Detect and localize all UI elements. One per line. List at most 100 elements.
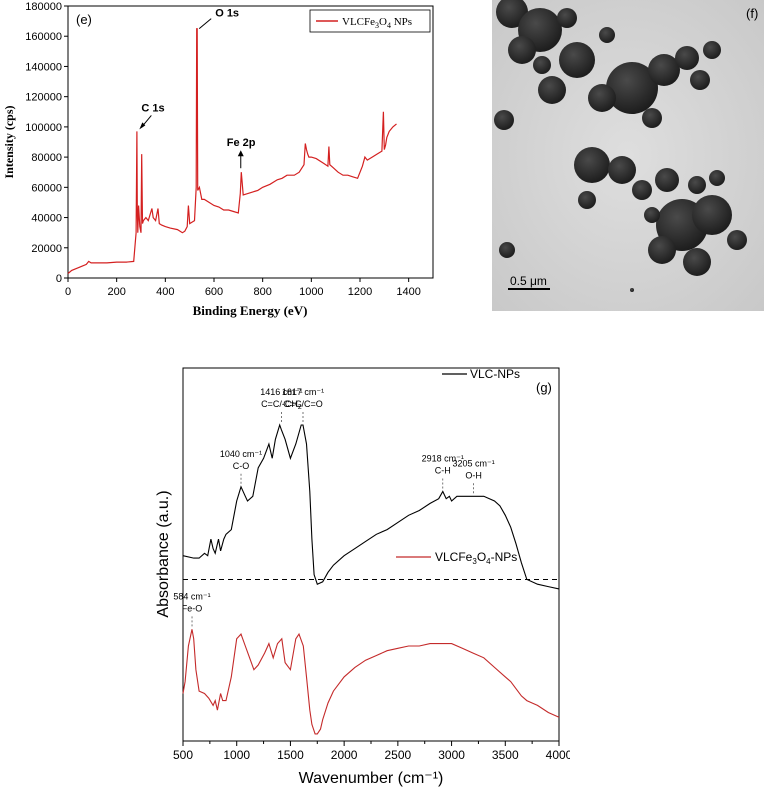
particle	[683, 248, 711, 276]
xps-x-tick-label: 1400	[396, 286, 420, 298]
ftir-vlc-spectrum-line	[182, 423, 560, 590]
xps-y-tick-label: 140000	[25, 61, 62, 73]
particle	[494, 110, 514, 130]
ftir-legend-label-vlc: VLC-NPs	[470, 367, 520, 381]
xps-chart: 0 20000 40000 60000 80000 100000 120000 140000 1…	[2, 1, 434, 318]
ftir-fe3o4-spectrum-line	[182, 629, 560, 735]
xps-y-tick-label: 80000	[31, 152, 62, 164]
particle	[690, 70, 710, 90]
xps-x-tick-label: 400	[156, 286, 174, 298]
particle	[533, 56, 551, 74]
xps-annotation-label: Fe 2p	[227, 137, 256, 149]
xps-legend-label: VLCFe3O4 NPs	[342, 16, 412, 30]
xps-legend: VLCFe3O4 NPs	[309, 9, 431, 33]
xps-y-tick-label: 40000	[31, 213, 62, 225]
particle	[648, 54, 680, 86]
xps-x-tick-label: 200	[107, 286, 125, 298]
ftir-peak-annotations: 1040 cm⁻¹ C-O 1416 cm⁻¹ C=C/-CH2 1617 cm⁻¹ C=…	[173, 387, 495, 627]
xps-y-tick-label: 160000	[25, 31, 62, 43]
xps-x-tick-label: 0	[65, 286, 71, 298]
particle	[703, 41, 721, 59]
xps-y-tick-label: 100000	[25, 122, 62, 134]
ftir-annotation-assignment: C-O	[233, 461, 250, 471]
xps-annotations: C 1s O 1s Fe 2p	[139, 8, 256, 169]
xps-annotation-label: O 1s	[215, 8, 239, 20]
ftir-x-tick-label: 1500	[277, 748, 304, 762]
xps-annotation-arrowhead	[139, 122, 146, 130]
xps-x-tick-label: 600	[205, 286, 223, 298]
particle	[655, 168, 679, 192]
particle	[574, 147, 610, 183]
xps-x-axis-label: Binding Energy (eV)	[193, 303, 308, 318]
ftir-x-axis-label: Wavenumber (cm⁻¹)	[299, 770, 444, 787]
ftir-x-tick-label: 2000	[331, 748, 358, 762]
xps-annotation-arrow	[198, 18, 212, 30]
tem-image: (f) 0.5 μm	[492, 0, 764, 311]
ftir-x-tick-label: 2500	[385, 748, 412, 762]
ftir-annotation-assignment: C=C/C=O	[283, 399, 323, 409]
ftir-annotation-assignment: O-H	[465, 470, 482, 480]
ftir-x-ticks: 500 1000 1500 2000 2500 3000 3500 4000	[173, 741, 570, 762]
tem-nanoparticles	[494, 0, 747, 292]
ftir-chart: 500 1000 1500 2000 2500 3000 3500 4000 1040 cm⁻…	[155, 367, 570, 787]
xps-x-tick-label: 800	[253, 286, 271, 298]
ftir-legend: VLC-NPs VLCFe3O4-NPs	[396, 367, 520, 566]
particle	[608, 156, 636, 184]
xps-y-tick-label: 180000	[25, 1, 62, 13]
particle	[606, 62, 658, 114]
xps-y-tick-label: 0	[56, 273, 62, 285]
ftir-annotation-assignment: C-H	[435, 466, 451, 476]
particle	[644, 207, 660, 223]
particle	[630, 288, 634, 292]
particle	[499, 242, 515, 258]
ftir-annotation-wavenumber: 1416 cm⁻¹	[260, 387, 302, 397]
xps-y-tick-label: 60000	[31, 182, 62, 194]
ftir-annotation-wavenumber: 1040 cm⁻¹	[220, 449, 262, 459]
ftir-series-group	[182, 423, 560, 735]
ftir-x-tick-label: 3000	[438, 748, 465, 762]
xps-annotation-label: C 1s	[141, 102, 164, 114]
xps-legend-box	[309, 9, 431, 33]
ftir-annotation-assignment: Fe-O	[182, 603, 203, 613]
particle	[688, 176, 706, 194]
xps-y-axis-label: Intensity (cps)	[2, 105, 16, 178]
particle	[578, 191, 596, 209]
ftir-annotation-wavenumber: 3205 cm⁻¹	[452, 458, 494, 468]
xps-x-tick-label: 1000	[299, 286, 323, 298]
particle	[642, 108, 662, 128]
ftir-x-tick-label: 4000	[546, 748, 570, 762]
xps-panel-label: (e)	[76, 12, 92, 27]
particle	[675, 46, 699, 70]
particle	[557, 8, 577, 28]
xps-y-tick-label: 20000	[31, 243, 62, 255]
particle	[588, 84, 616, 112]
ftir-panel-label: (g)	[536, 380, 552, 395]
xps-x-tick-label: 1200	[348, 286, 372, 298]
ftir-annotation-wavenumber: 1617 cm⁻¹	[282, 387, 324, 397]
ftir-x-tick-label: 1000	[223, 748, 250, 762]
xps-spectrum-line	[67, 28, 397, 274]
xps-y-ticks: 0 20000 40000 60000 80000 100000 120000 140000 1…	[25, 1, 68, 285]
ftir-legend-label-fe: VLCFe3O4-NPs	[435, 550, 517, 566]
ftir-annotation-wavenumber: 2918 cm⁻¹	[422, 454, 464, 464]
ftir-x-tick-label: 500	[173, 748, 193, 762]
tem-panel-label: (f)	[746, 6, 758, 21]
particle	[648, 236, 676, 264]
particle	[709, 170, 725, 186]
ftir-x-tick-label: 3500	[492, 748, 519, 762]
xps-annotation-arrowhead	[237, 150, 244, 157]
tem-scale-bar-label: 0.5 μm	[510, 274, 547, 288]
ftir-y-axis-label: Absorbance (a.u.)	[155, 490, 172, 617]
xps-plot-frame	[67, 5, 434, 279]
particle	[559, 42, 595, 78]
particle	[538, 76, 566, 104]
particle	[692, 195, 732, 235]
particle	[599, 27, 615, 43]
particle	[508, 36, 536, 64]
xps-y-tick-label: 120000	[25, 92, 62, 104]
xps-x-ticks: 0 200 400 600 800 1000 1200 1400	[65, 278, 421, 298]
particle	[727, 230, 747, 250]
ftir-annotation-assignment: C=C/-CH2	[261, 399, 302, 411]
ftir-annotation-wavenumber: 584 cm⁻¹	[173, 591, 210, 601]
particle	[632, 180, 652, 200]
